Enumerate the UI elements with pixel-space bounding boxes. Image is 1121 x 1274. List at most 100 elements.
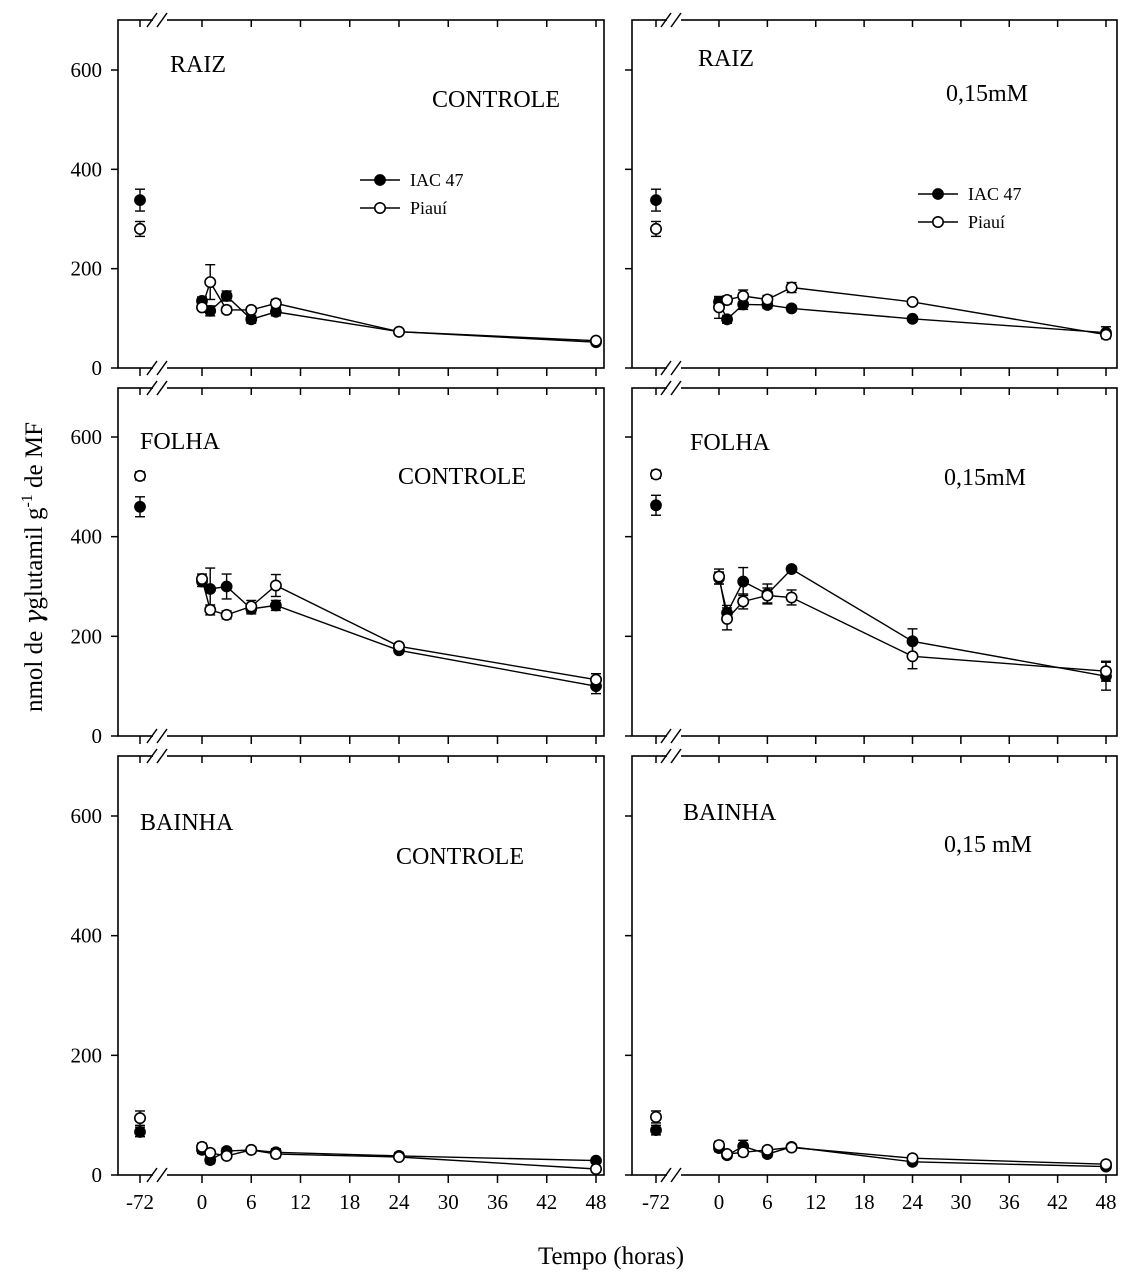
series-iac47 <box>134 496 602 695</box>
data-point <box>737 575 750 588</box>
legend-marker <box>931 216 944 229</box>
legend-label: IAC 47 <box>410 170 464 190</box>
y-tick-label: 400 <box>71 157 103 181</box>
panel-organ-label: RAIZ <box>170 52 226 78</box>
axis-break-mark <box>146 728 158 744</box>
series-piaui <box>134 220 602 347</box>
plot-frame <box>117 387 605 737</box>
axis-break-mark <box>156 1167 168 1183</box>
panel-raiz-015: RAIZ 0,15mM IAC 47 Piauí <box>625 12 1118 376</box>
x-tick-label: 30 <box>950 1190 971 1214</box>
x-tick-label: 42 <box>536 1190 557 1214</box>
panel-treatment-label: 0,15 mM <box>944 832 1032 858</box>
data-point <box>906 1152 919 1165</box>
x-tick-label: 18 <box>854 1190 875 1214</box>
axis-break-mark <box>156 380 168 396</box>
y-tick-label: 0 <box>92 724 103 748</box>
plot-frame <box>631 19 1118 369</box>
data-point <box>134 222 147 235</box>
y-axis-label: nmol de γglutamil g-1 de MF <box>19 422 48 712</box>
axis-break-mark <box>156 748 168 764</box>
axis-break-mark <box>660 728 672 744</box>
axis-break-mark <box>670 1167 682 1183</box>
series-piaui <box>134 469 602 687</box>
legend-marker <box>374 174 386 186</box>
x-tick-label: 30 <box>438 1190 459 1214</box>
panel-treatment-label: 0,15mM <box>944 465 1026 491</box>
series-iac47 <box>650 188 1112 340</box>
panel-bainha-controle: 0 200 400 600 -72 0 6 12 18 24 30 36 42 48 BAINHA CONTR… <box>71 748 607 1214</box>
axis-break-mark <box>670 728 682 744</box>
data-point <box>245 1143 258 1156</box>
data-point <box>204 276 217 289</box>
x-tick-label: 24 <box>389 1190 411 1214</box>
panel-raiz-controle: 0 200 400 600 RAIZ CONTROLE IAC 47 Piauí <box>71 12 605 380</box>
x-tick-label: 36 <box>487 1190 508 1214</box>
y-tick-label: 0 <box>92 1163 103 1187</box>
panel-treatment-label: 0,15mM <box>946 81 1028 107</box>
x-tick-label: 48 <box>586 1190 607 1214</box>
data-point <box>269 1148 282 1161</box>
data-point <box>650 1124 662 1137</box>
x-tick-label: 48 <box>1096 1190 1117 1214</box>
data-point <box>785 1141 798 1154</box>
plot-frame <box>631 755 1118 1176</box>
x-tick-label: 12 <box>805 1190 826 1214</box>
data-point <box>589 1163 602 1176</box>
data-point <box>220 608 233 621</box>
data-point <box>134 469 147 482</box>
data-point <box>245 600 258 613</box>
x-tick-label: 18 <box>339 1190 360 1214</box>
data-point <box>737 1146 750 1159</box>
data-point <box>737 595 750 608</box>
panel-folha-015: FOLHA 0,15mM <box>625 380 1118 744</box>
data-point <box>269 599 282 612</box>
axis-break-mark <box>670 748 682 764</box>
panel-treatment-label: CONTROLE <box>432 87 560 113</box>
axis-break-mark <box>156 360 168 376</box>
x-tick-label: -72 <box>642 1190 670 1214</box>
data-point <box>204 603 217 616</box>
data-point <box>204 1146 217 1159</box>
data-point <box>721 612 734 625</box>
panel-organ-label: BAINHA <box>140 810 234 836</box>
data-point <box>204 583 217 595</box>
series-iac47 <box>650 494 1112 691</box>
legend: IAC 47 Piauí <box>360 170 464 218</box>
axis-break-mark <box>660 1167 672 1183</box>
data-point <box>392 640 405 653</box>
data-point <box>906 650 919 663</box>
data-point <box>906 312 919 325</box>
data-point <box>134 194 146 207</box>
data-point <box>649 222 662 235</box>
data-point <box>737 289 750 302</box>
plot-frame <box>117 755 605 1176</box>
axis-break-mark <box>660 380 672 396</box>
data-point <box>589 673 602 686</box>
x-tick-label: 36 <box>999 1190 1020 1214</box>
axis-break-mark <box>156 728 168 744</box>
data-point <box>392 325 405 338</box>
data-point <box>761 1143 774 1156</box>
data-point <box>196 1140 209 1153</box>
panel-folha-controle: 0 200 400 600 FOLHA CONTROLE <box>71 380 605 748</box>
series-piaui <box>649 220 1113 341</box>
y-tick-label: 0 <box>92 356 103 380</box>
panel-treatment-label: CONTROLE <box>396 844 524 870</box>
y-tick-label: 600 <box>71 58 103 82</box>
data-point <box>269 579 282 592</box>
data-point <box>134 500 146 513</box>
data-point <box>220 1149 233 1162</box>
series-iac47 <box>134 188 602 349</box>
data-point <box>721 1148 734 1161</box>
y-tick-label: 600 <box>71 425 103 449</box>
data-point <box>650 499 662 512</box>
legend-marker <box>373 202 386 215</box>
axis-break-mark <box>146 360 158 376</box>
axis-break-mark <box>670 360 682 376</box>
data-point <box>785 591 798 604</box>
data-point <box>761 589 774 602</box>
y-tick-label: 600 <box>71 804 103 828</box>
